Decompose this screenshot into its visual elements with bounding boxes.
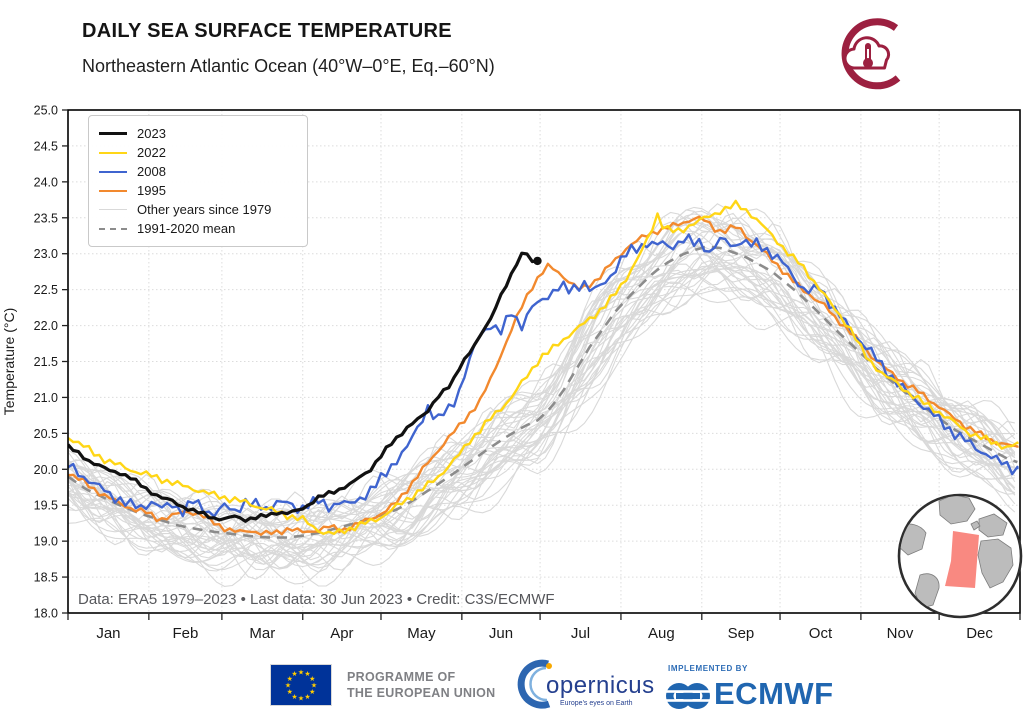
ecmwf-wordmark: ECMWF	[714, 676, 834, 711]
x-tick-Nov: Nov	[887, 625, 914, 642]
eu-star: ★	[285, 682, 291, 690]
eu-star: ★	[309, 688, 315, 696]
legend-item-2008: 2008	[99, 162, 297, 181]
x-tick-Feb: Feb	[172, 625, 198, 642]
last-data-marker	[533, 256, 542, 266]
svg-text:21.0: 21.0	[34, 391, 58, 405]
highlighted-region	[945, 531, 979, 588]
svg-text:18.0: 18.0	[34, 607, 58, 621]
eu-star: ★	[291, 670, 297, 678]
page-title: DAILY SEA SURFACE TEMPERATURE	[82, 20, 452, 42]
legend-swatch-other-years	[99, 209, 127, 210]
legend-item-mean: 1991-2020 mean	[99, 219, 297, 238]
x-tick-Mar: Mar	[249, 625, 275, 642]
x-tick-Jun: Jun	[489, 625, 513, 642]
svg-text:23.5: 23.5	[34, 211, 58, 225]
eu-star: ★	[304, 670, 310, 678]
legend-label-other-years: Other years since 1979	[137, 202, 272, 217]
legend-label-2022: 2022	[137, 145, 166, 160]
eu-star: ★	[287, 688, 293, 696]
y-axis-label: Temperature (°C)	[1, 308, 17, 416]
copernicus-logo-icon	[517, 659, 552, 709]
legend-item-other-years: Other years since 1979	[99, 200, 297, 219]
x-tick-Sep: Sep	[728, 625, 755, 642]
eu-star: ★	[311, 682, 317, 690]
legend-label-2008: 2008	[137, 164, 166, 179]
page-subtitle: Northeastern Atlantic Ocean (40°W–0°E, E…	[82, 56, 495, 76]
globe-inset	[897, 493, 1023, 619]
x-tick-Jul: Jul	[571, 625, 590, 642]
eu-programme-label: PROGRAMME OF THE EUROPEAN UNION	[347, 669, 495, 701]
svg-text:24.5: 24.5	[34, 139, 58, 153]
series-2023	[68, 251, 540, 523]
legend-label-1995: 1995	[137, 183, 166, 198]
eu-programme-line1: PROGRAMME OF	[347, 670, 456, 684]
svg-text:18.5: 18.5	[34, 571, 58, 585]
c3s-logo: Climate Change Service climate.copernicu…	[826, 16, 1026, 96]
x-tick-Apr: Apr	[330, 625, 353, 642]
legend-label-2023: 2023	[137, 126, 166, 141]
eu-flag-icon: ★ ★★★★★★★★★★★	[270, 664, 332, 706]
eu-star: ★	[291, 693, 297, 701]
legend-item-2022: 2022	[99, 143, 297, 162]
svg-text:22.0: 22.0	[34, 319, 58, 333]
x-tick-Dec: Dec	[966, 625, 993, 642]
svg-text:19.0: 19.0	[34, 535, 58, 549]
series-1995	[68, 215, 1019, 536]
data-note: Data: ERA5 1979–2023 • Last data: 30 Jun…	[78, 591, 555, 608]
copernicus-wordmark: opernicus	[546, 672, 655, 699]
series-2022	[68, 199, 1019, 536]
legend-item-1995: 1995	[99, 181, 297, 200]
eu-star: ★	[304, 693, 310, 701]
x-tick-May: May	[407, 625, 436, 642]
x-tick-Oct: Oct	[809, 625, 833, 642]
svg-text:22.5: 22.5	[34, 283, 58, 297]
svg-text:19.5: 19.5	[34, 499, 58, 513]
eu-star: ★	[309, 675, 315, 683]
legend-swatch-2008	[99, 170, 127, 173]
legend-swatch-2023	[99, 132, 127, 135]
eu-star: ★	[298, 695, 304, 703]
legend-swatch-2022	[99, 151, 127, 154]
svg-text:25.0: 25.0	[34, 104, 58, 118]
copernicus-tagline: Europe's eyes on Earth	[560, 700, 633, 707]
svg-text:24.0: 24.0	[34, 175, 58, 189]
chart-legend: 2023 2022 2008 1995 Other years since 19…	[88, 115, 308, 247]
x-tick-Jan: Jan	[96, 625, 120, 642]
svg-text:23.0: 23.0	[34, 247, 58, 261]
legend-swatch-mean	[99, 227, 127, 230]
svg-text:20.5: 20.5	[34, 427, 58, 441]
svg-text:20.0: 20.0	[34, 463, 58, 477]
c3s-logo-icon	[841, 18, 901, 90]
legend-item-2023: 2023	[99, 124, 297, 143]
legend-label-mean: 1991-2020 mean	[137, 221, 236, 236]
eu-star: ★	[287, 675, 293, 683]
eu-star: ★	[298, 669, 304, 677]
legend-swatch-1995	[99, 189, 127, 192]
series-2008	[68, 233, 1019, 518]
eu-programme-line2: THE EUROPEAN UNION	[347, 686, 496, 700]
ecmwf-logo-icon	[664, 683, 712, 709]
x-tick-Aug: Aug	[648, 625, 675, 642]
svg-text:21.5: 21.5	[34, 355, 58, 369]
implemented-by-label: IMPLEMENTED BY	[668, 664, 748, 673]
